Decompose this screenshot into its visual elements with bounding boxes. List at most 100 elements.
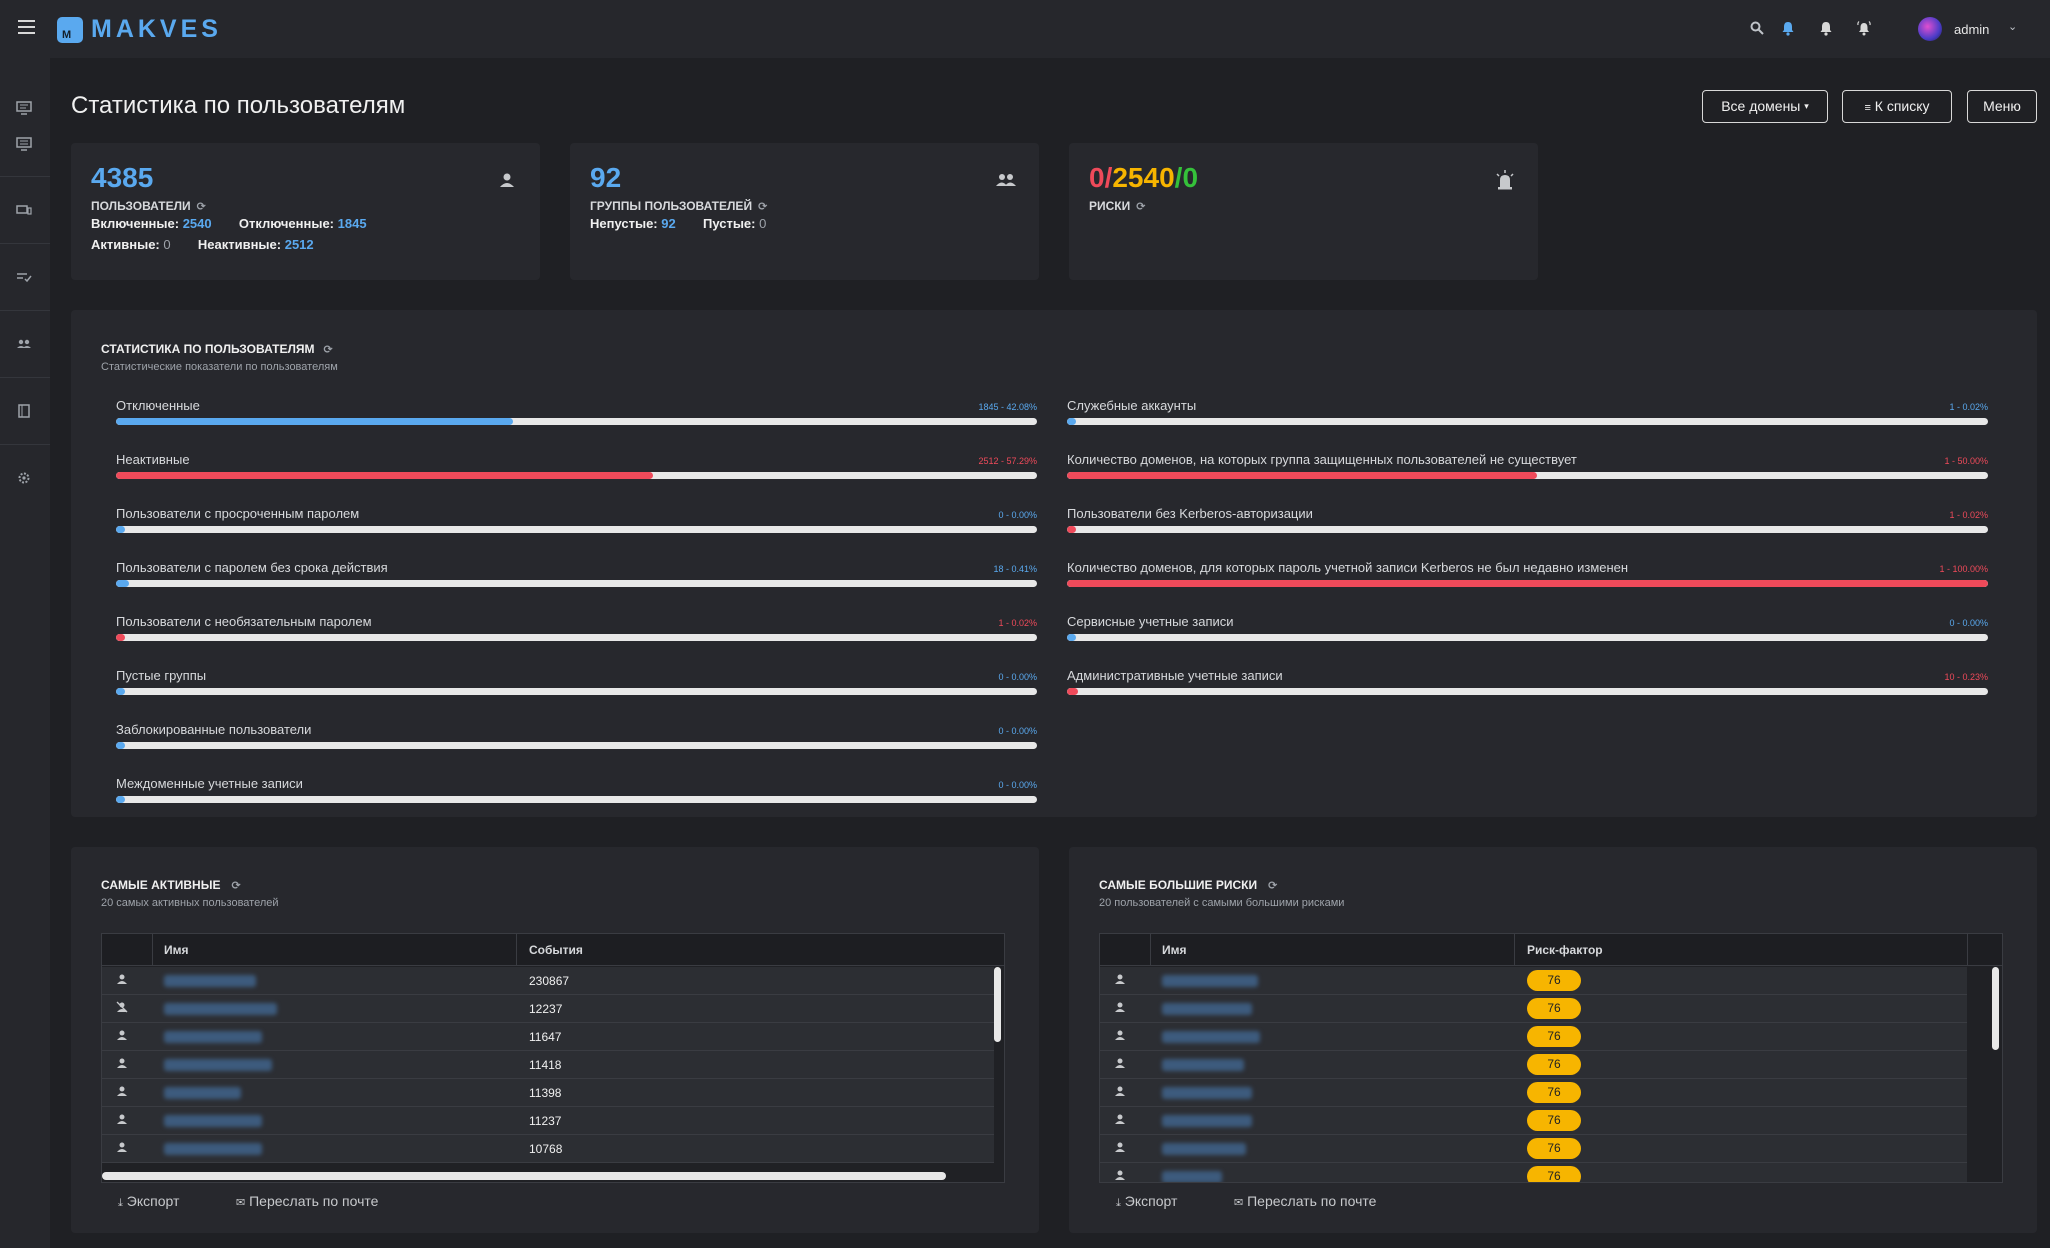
- table-row[interactable]: 12237: [102, 995, 994, 1023]
- risks-separator: /: [1174, 162, 1183, 193]
- checklist-icon[interactable]: [15, 269, 33, 285]
- table-row[interactable]: 76: [1100, 1135, 1967, 1163]
- stat-bar-row[interactable]: Междоменные учетные записи 0 - 0.00%: [116, 776, 1037, 816]
- user-name-link[interactable]: [1162, 975, 1258, 987]
- stat-bar-row[interactable]: Неактивные 2512 - 57.29%: [116, 452, 1037, 492]
- user-name-link[interactable]: [164, 1059, 272, 1071]
- risks-high[interactable]: 0: [1089, 162, 1105, 193]
- user-name[interactable]: admin: [1954, 22, 1990, 37]
- refresh-icon[interactable]: ⟳: [231, 880, 241, 892]
- horizontal-scrollbar[interactable]: [102, 1172, 946, 1180]
- stat-bar-row[interactable]: Административные учетные записи 10 - 0.23…: [1067, 668, 1988, 708]
- user-name-link[interactable]: [164, 1115, 262, 1127]
- table-row[interactable]: 11418: [102, 1051, 994, 1079]
- nonempty-value[interactable]: 92: [661, 216, 676, 231]
- stat-bar-row[interactable]: Количество доменов, для которых пароль у…: [1067, 560, 1988, 600]
- stat-bar-row[interactable]: Заблокированные пользователи 0 - 0.00%: [116, 722, 1037, 762]
- table-row[interactable]: 76: [1100, 995, 1967, 1023]
- stat-bar-row[interactable]: Количество доменов, на которых группа за…: [1067, 452, 1988, 492]
- user-name-link[interactable]: [164, 1003, 277, 1015]
- column-name[interactable]: Имя: [1162, 943, 1187, 957]
- user-name-link[interactable]: [1162, 1031, 1260, 1043]
- user-name-link[interactable]: [1162, 1115, 1252, 1127]
- table-row[interactable]: 10768: [102, 1135, 994, 1163]
- domains-dropdown[interactable]: Все домены ▾: [1702, 90, 1828, 123]
- users-icon[interactable]: [15, 336, 33, 352]
- user-name-link[interactable]: [1162, 1003, 1252, 1015]
- refresh-icon[interactable]: ⟳: [323, 344, 333, 356]
- table-row[interactable]: 11398: [102, 1079, 994, 1107]
- most-active-title: САМЫЕ АКТИВНЫЕ ⟳: [101, 878, 241, 892]
- chevron-down-icon[interactable]: ⌄: [2008, 21, 2018, 33]
- empty-value[interactable]: 0: [759, 216, 767, 231]
- refresh-icon[interactable]: ⟳: [1136, 201, 1146, 213]
- column-name[interactable]: Имя: [164, 943, 189, 957]
- bell-icon[interactable]: [1780, 20, 1796, 36]
- stat-bar-row[interactable]: Сервисные учетные записи 0 - 0.00%: [1067, 614, 1988, 654]
- column-risk-factor[interactable]: Риск-фактор: [1527, 943, 1603, 957]
- user-name-link[interactable]: [164, 975, 256, 987]
- risks-low[interactable]: 0: [1182, 162, 1199, 193]
- stat-bar-row[interactable]: Пользователи без Kerberos-авторизации 1 -…: [1067, 506, 1988, 546]
- stat-bar-row[interactable]: Пользователи с необязательным паролем 1 -…: [116, 614, 1037, 654]
- risks-label: РИСКИ ⟳: [1089, 199, 1145, 213]
- disabled-value[interactable]: 1845: [337, 216, 367, 231]
- table-row[interactable]: 76: [1100, 1079, 1967, 1107]
- user-name-link[interactable]: [1162, 1087, 1252, 1099]
- alarm-icon[interactable]: [1818, 20, 1834, 36]
- table-row[interactable]: 76: [1100, 967, 1967, 995]
- user-name-link[interactable]: [1162, 1171, 1222, 1182]
- table-row[interactable]: 230867: [102, 967, 994, 995]
- risks-medium[interactable]: 2540: [1112, 162, 1175, 193]
- logo-icon[interactable]: M: [57, 17, 83, 43]
- column-events[interactable]: События: [529, 943, 583, 957]
- gear-icon[interactable]: [15, 470, 33, 486]
- devices-icon[interactable]: [15, 202, 33, 218]
- table-row[interactable]: 76: [1100, 1107, 1967, 1135]
- user-name-link[interactable]: [164, 1087, 241, 1099]
- vertical-scrollbar[interactable]: [994, 967, 1001, 1042]
- table-row[interactable]: 76: [1100, 1051, 1967, 1079]
- export-button[interactable]: ⤓ Экспорт: [1116, 1193, 1177, 1210]
- stat-bar-row[interactable]: Пользователи с паролем без срока действи…: [116, 560, 1037, 600]
- stat-bar-row[interactable]: Пользователи с просроченным паролем 0 - 0…: [116, 506, 1037, 546]
- logo-text[interactable]: MAKVES: [91, 15, 222, 43]
- table-row[interactable]: 11237: [102, 1107, 994, 1135]
- send-mail-button[interactable]: ✉ Переслать по почте: [236, 1193, 378, 1209]
- table-row[interactable]: 76: [1100, 1163, 1967, 1182]
- user-name-link[interactable]: [1162, 1059, 1244, 1071]
- caret-down-icon: ▾: [1804, 101, 1809, 111]
- stat-bar-row[interactable]: Служебные аккаунты 1 - 0.02%: [1067, 398, 1988, 438]
- export-label: Экспорт: [1124, 1193, 1178, 1209]
- stat-bar-row[interactable]: Отключенные 1845 - 42.08%: [116, 398, 1037, 438]
- table-row[interactable]: 76: [1100, 1023, 1967, 1051]
- inactive-value[interactable]: 2512: [284, 237, 314, 252]
- user-name-link[interactable]: [164, 1143, 262, 1155]
- table-row[interactable]: 11647: [102, 1023, 994, 1051]
- vertical-scrollbar[interactable]: [1992, 967, 1999, 1050]
- users-card: 4385 ПОЛЬЗОВАТЕЛИ ⟳ Включенные: 2540 Откл…: [71, 143, 540, 280]
- refresh-icon[interactable]: ⟳: [758, 201, 768, 213]
- groups-label-text: ГРУППЫ ПОЛЬЗОВАТЕЛЕЙ: [590, 199, 753, 213]
- stat-bar-row[interactable]: Пустые группы 0 - 0.00%: [116, 668, 1037, 708]
- active-value[interactable]: 0: [163, 237, 171, 252]
- export-button[interactable]: ⤓ Экспорт: [118, 1193, 179, 1210]
- send-mail-button[interactable]: ✉ Переслать по почте: [1234, 1193, 1376, 1209]
- monitor-list-icon[interactable]: [15, 136, 33, 152]
- menu-icon[interactable]: [18, 20, 35, 34]
- menu-button[interactable]: Меню: [1967, 90, 2037, 123]
- export-label: Экспорт: [126, 1193, 180, 1209]
- progress-bar: [116, 472, 1037, 479]
- book-icon[interactable]: [15, 403, 33, 419]
- refresh-icon[interactable]: ⟳: [1268, 880, 1278, 892]
- monitor-icon[interactable]: [15, 100, 33, 116]
- search-icon[interactable]: [1749, 20, 1765, 36]
- enabled-value[interactable]: 2540: [182, 216, 212, 231]
- refresh-icon[interactable]: ⟳: [196, 201, 206, 213]
- user-name-link[interactable]: [1162, 1143, 1246, 1155]
- user-name-link[interactable]: [164, 1031, 262, 1043]
- avatar[interactable]: [1918, 17, 1942, 41]
- to-list-button[interactable]: ≡ К списку: [1842, 90, 1952, 123]
- alarm-ring-icon[interactable]: [1856, 20, 1872, 36]
- top-risks-title: САМЫЕ БОЛЬШИЕ РИСКИ ⟳: [1099, 878, 1277, 892]
